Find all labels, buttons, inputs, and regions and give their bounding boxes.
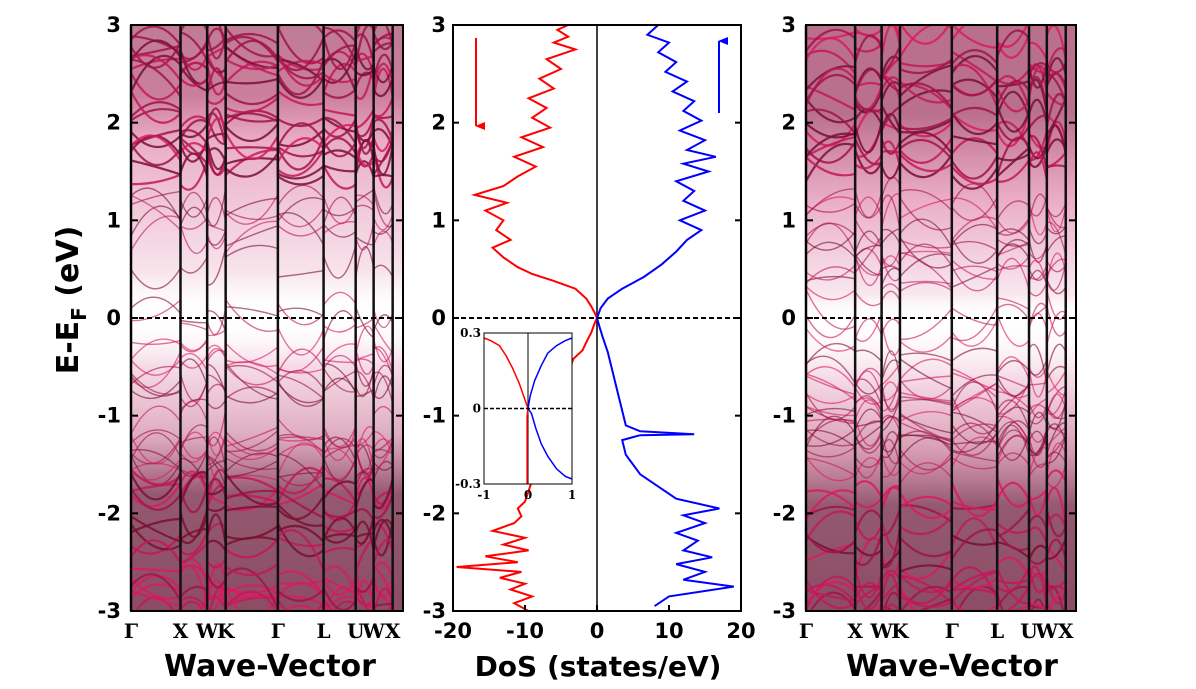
k-point-label: W [1035,619,1059,643]
k-point-label: L [317,619,331,643]
x-tick-label: -10 [506,619,544,643]
k-point-label: Γ [799,619,813,643]
k-point-label: K [217,619,235,643]
k-point-label: Γ [124,619,138,643]
k-point-label: X [385,619,401,643]
y-tick-label: 0 [781,306,796,330]
y-tick-label: -1 [98,404,121,428]
y-axis-label-unit: (eV) [51,226,86,307]
k-point-label: Γ [945,619,959,643]
inset-y-tick-label: 0 [473,402,481,416]
y-tick-label: -2 [98,501,121,525]
y-tick-label: 2 [106,111,121,135]
x-tick-label: 0 [590,619,605,643]
k-point-label: W [869,619,893,643]
y-axis-label-sub: F [67,307,91,321]
y-tick-label: 3 [781,13,796,37]
y-tick-label: 2 [431,111,446,135]
y-axis-label-main: E-E [51,321,86,374]
inset-x-tick-label: -1 [477,488,490,502]
svg-text:E-EF (eV): E-EF (eV) [51,226,91,375]
x-axis-label-left: Wave-Vector [164,649,376,684]
k-point-label: K [891,619,909,643]
y-tick-label: -2 [423,501,446,525]
k-point-label: L [990,619,1004,643]
x-axis-label-dos: DoS (states/eV) [475,650,722,683]
k-point-label: W [195,619,219,643]
x-tick-label: -20 [434,619,472,643]
y-tick-label: 1 [781,208,796,232]
y-axis-label: E-EF (eV) [51,226,91,375]
y-tick-label: -1 [423,404,446,428]
k-point-label: X [1058,619,1074,643]
inset-x-tick-label: 1 [568,488,576,502]
k-point-label: X [847,619,863,643]
y-tick-label: 0 [106,306,121,330]
y-tick-label: -3 [773,599,796,623]
x-tick-label: 10 [654,619,683,643]
inset-y-tick-label: 0.3 [460,326,481,340]
k-point-label: Γ [271,619,285,643]
y-tick-label: 0 [431,306,446,330]
k-point-label: X [173,619,189,643]
x-axis-label-right: Wave-Vector [846,649,1058,684]
y-tick-label: -1 [773,404,796,428]
y-tick-label: 2 [781,111,796,135]
y-tick-label: 3 [106,13,121,37]
y-tick-label: -3 [98,599,121,623]
k-point-label: W [361,619,385,643]
inset-x-tick-label: 0 [524,488,532,502]
y-tick-label: -2 [773,501,796,525]
y-tick-label: 1 [431,208,446,232]
y-tick-label: 1 [106,208,121,232]
y-tick-label: 3 [431,13,446,37]
x-tick-label: 20 [726,619,755,643]
